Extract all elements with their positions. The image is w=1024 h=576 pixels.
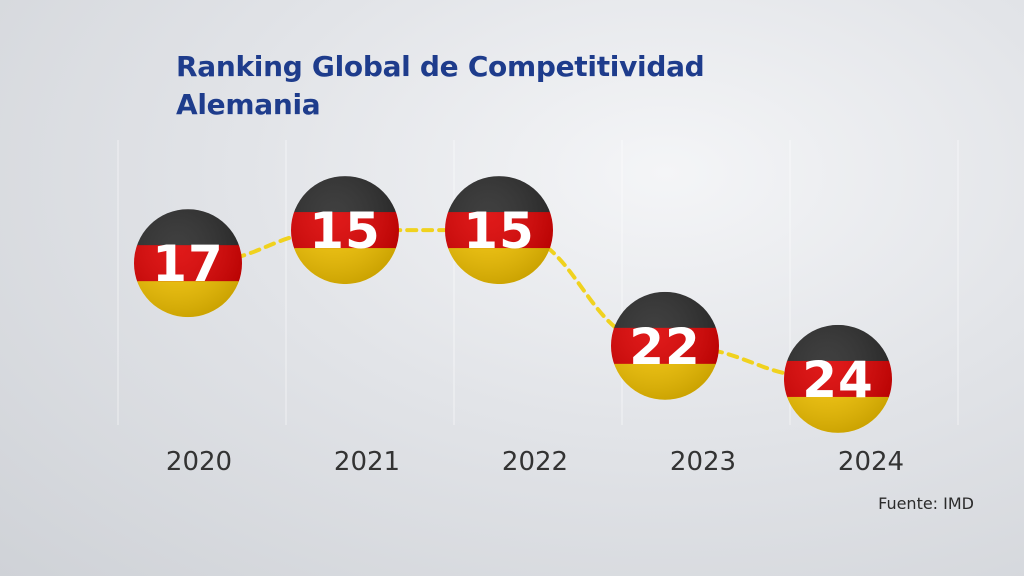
german-flag-icon [784,324,892,433]
chart-title-line-2: Alemania [176,88,321,121]
data-label: 17 [152,235,224,293]
german-flag-icon [611,291,719,400]
x-tick-label: 2023 [670,447,736,477]
data-point-2020: 17 [134,209,242,318]
x-tick-label: 2022 [502,447,568,477]
data-point-2023: 22 [611,291,719,400]
data-point-2021: 15 [291,176,399,285]
data-label: 15 [309,202,381,260]
data-point-2024: 24 [784,324,892,433]
chart-title-line-1: Ranking Global de Competitividad [176,50,705,83]
x-tick-label: 2024 [838,447,904,477]
data-label: 15 [463,202,535,260]
x-tick-label: 2021 [334,447,400,477]
source-note: Fuente: IMD [878,494,974,513]
data-label: 24 [802,351,874,409]
x-tick-label: 2020 [166,447,232,477]
data-point-2022: 15 [445,176,553,285]
chart-title: Ranking Global de Competitividad Alemani… [176,48,705,124]
data-label: 22 [629,318,701,376]
